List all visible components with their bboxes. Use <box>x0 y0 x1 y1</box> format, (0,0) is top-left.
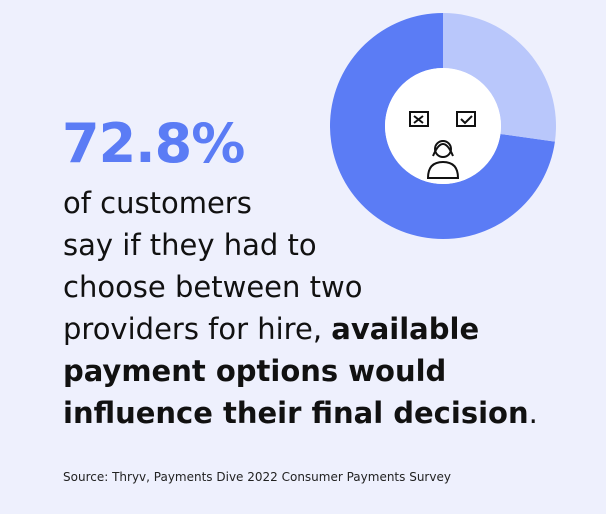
text-line: providers for hire, available <box>63 308 538 350</box>
body-text: of customers say if they had to choose bet… <box>63 182 538 434</box>
text-line: of customers <box>63 182 538 224</box>
donut-slice <box>443 13 556 142</box>
person-icon <box>385 68 501 184</box>
text: providers for hire, <box>63 312 332 346</box>
source-note: Source: Thryv, Payments Dive 2022 Consum… <box>63 470 451 484</box>
text-line: choose between two <box>63 266 538 308</box>
text-line: influence their final decision. <box>63 392 538 434</box>
donut-slice <box>330 13 555 240</box>
text: of customers <box>63 186 252 220</box>
bold-text: available <box>331 312 480 346</box>
text: . <box>528 396 538 430</box>
bold-text: payment options would <box>63 354 447 388</box>
headline-stat: 72.8% <box>62 112 245 175</box>
text: choose between two <box>63 270 363 304</box>
bold-text: influence their final decision <box>63 396 529 430</box>
text-line: say if they had to <box>63 224 538 266</box>
text: say if they had to <box>63 228 317 262</box>
text-line: payment options would <box>63 350 538 392</box>
